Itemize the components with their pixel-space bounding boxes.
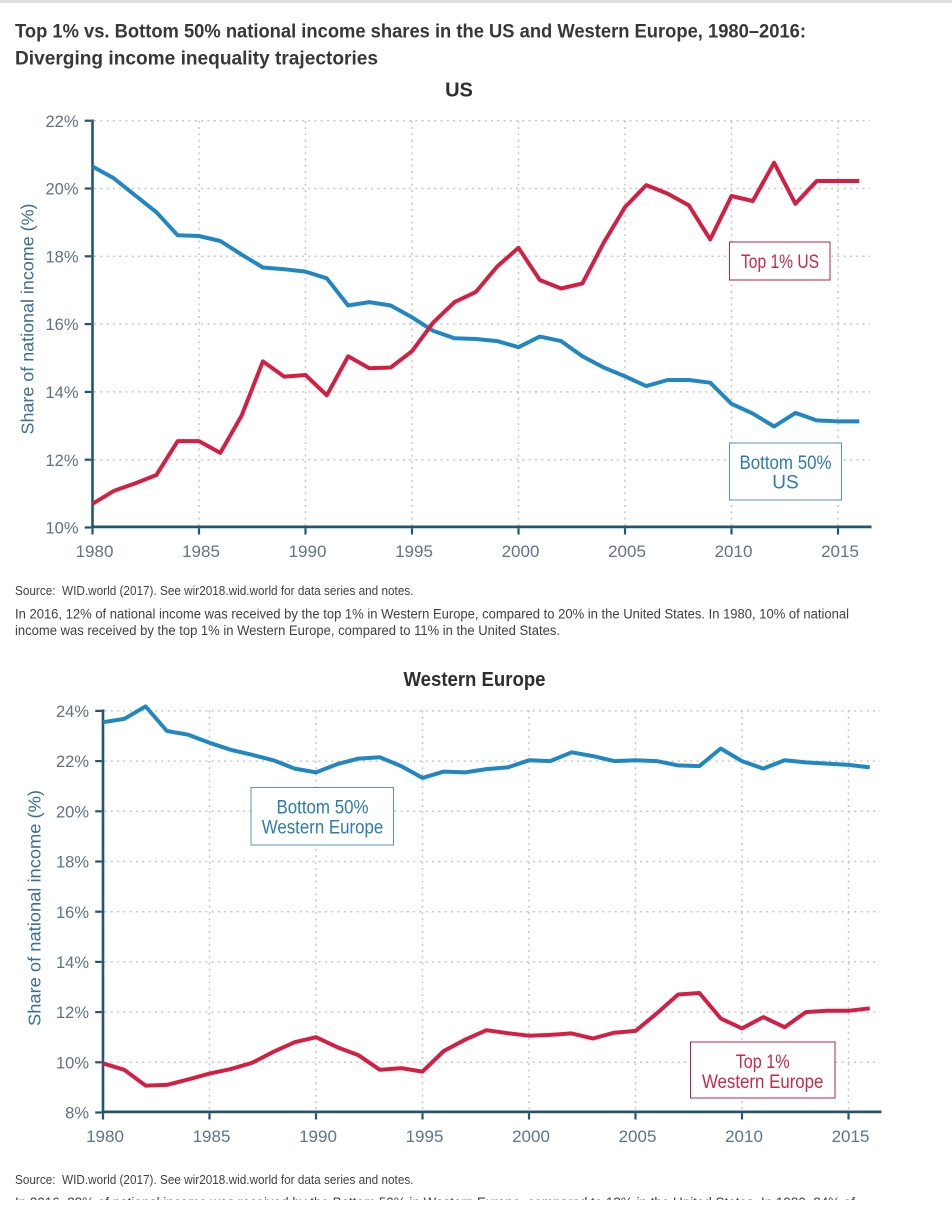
svg-text:2005: 2005 xyxy=(619,1127,657,1146)
svg-text:16%: 16% xyxy=(56,904,89,922)
svg-text:US: US xyxy=(772,473,798,494)
svg-text:Western Europe: Western Europe xyxy=(262,818,384,839)
svg-text:US: US xyxy=(445,80,473,102)
svg-text:Source: WID.world (2017). See: Source: WID.world (2017). See wir2018.wi… xyxy=(15,583,414,598)
svg-text:2010: 2010 xyxy=(725,1127,763,1146)
svg-text:10%: 10% xyxy=(56,1054,89,1072)
svg-text:16%: 16% xyxy=(45,316,78,334)
svg-text:12%: 12% xyxy=(45,452,78,470)
svg-text:1985: 1985 xyxy=(193,1127,231,1146)
svg-text:2015: 2015 xyxy=(821,542,859,561)
svg-text:1980: 1980 xyxy=(76,542,114,561)
svg-text:Top 1% US: Top 1% US xyxy=(741,252,819,273)
svg-text:14%: 14% xyxy=(56,954,89,972)
svg-text:Bottom 50%: Bottom 50% xyxy=(740,453,832,474)
svg-text:Bottom 50%: Bottom 50% xyxy=(277,798,369,819)
svg-text:Source: WID.world (2017). See: Source: WID.world (2017). See wir2018.wi… xyxy=(15,1172,414,1187)
svg-text:22%: 22% xyxy=(45,113,78,131)
svg-text:Western Europe: Western Europe xyxy=(404,669,546,691)
svg-text:20%: 20% xyxy=(56,803,89,821)
svg-text:Western Europe: Western Europe xyxy=(702,1072,824,1093)
svg-text:12%: 12% xyxy=(56,1004,89,1022)
svg-text:14%: 14% xyxy=(45,384,78,402)
svg-text:1990: 1990 xyxy=(299,1127,337,1146)
svg-text:2000: 2000 xyxy=(512,1127,550,1146)
svg-text:18%: 18% xyxy=(45,248,78,266)
svg-text:1980: 1980 xyxy=(86,1127,124,1146)
svg-text:18%: 18% xyxy=(56,854,89,872)
svg-text:In 2016, 22% of national incom: In 2016, 22% of national income was rece… xyxy=(15,1195,855,1200)
svg-text:2000: 2000 xyxy=(502,542,540,561)
svg-text:Top 1%: Top 1% xyxy=(736,1052,790,1073)
svg-text:Share of national income (%): Share of national income (%) xyxy=(18,204,38,435)
svg-text:24%: 24% xyxy=(56,703,89,721)
svg-text:22%: 22% xyxy=(56,753,89,771)
svg-text:Share of national income (%): Share of national income (%) xyxy=(25,790,45,1026)
svg-text:1995: 1995 xyxy=(406,1127,444,1146)
svg-text:1990: 1990 xyxy=(289,542,327,561)
svg-text:1985: 1985 xyxy=(182,542,220,561)
svg-text:In 2016, 12% of national incom: In 2016, 12% of national income was rece… xyxy=(15,607,849,622)
svg-text:2005: 2005 xyxy=(608,542,646,561)
svg-text:income was received by the top: income was received by the top 1% in Wes… xyxy=(15,623,560,638)
svg-text:Top 1% vs. Bottom 50% national: Top 1% vs. Bottom 50% national income sh… xyxy=(15,21,806,43)
svg-text:2010: 2010 xyxy=(715,542,753,561)
svg-text:8%: 8% xyxy=(65,1105,89,1123)
svg-text:20%: 20% xyxy=(45,181,78,199)
svg-text:10%: 10% xyxy=(45,520,78,538)
svg-text:1995: 1995 xyxy=(395,542,433,561)
svg-text:Diverging income inequality tr: Diverging income inequality trajectories xyxy=(15,48,378,70)
svg-text:2015: 2015 xyxy=(832,1127,870,1146)
